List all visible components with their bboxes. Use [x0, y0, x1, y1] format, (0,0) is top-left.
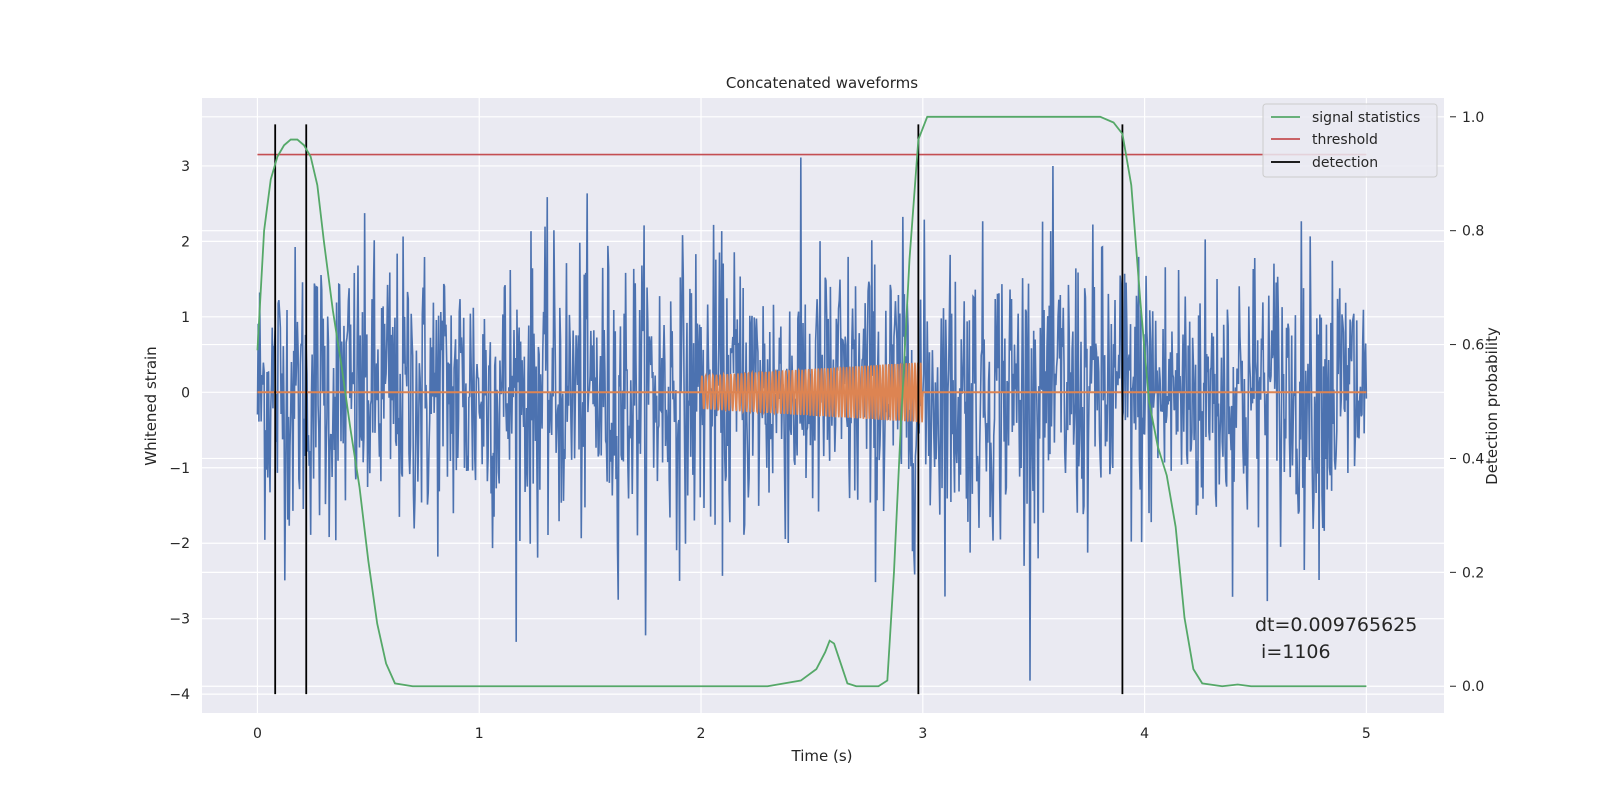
legend: signal statistics threshold detection: [1262, 103, 1438, 178]
legend-label-threshold: threshold: [1312, 132, 1378, 148]
legend-label-signal-statistics: signal statistics: [1312, 110, 1420, 126]
x-tick-label: 3: [918, 726, 927, 742]
x-tick-label: 2: [697, 726, 706, 742]
y2-tick-label: 0.0: [1462, 679, 1484, 695]
left-axis-ticks: −4 −3 −2 −1 0 1 2 3: [169, 159, 190, 703]
detection-lines: [274, 124, 1124, 695]
signal-statistics-line: [256, 115, 1367, 688]
y-axis-label: Whitened strain: [142, 346, 160, 465]
legend-box: [1262, 103, 1438, 178]
y-tick-label: 1: [181, 310, 190, 326]
y2-axis-label: Detection probability: [1483, 327, 1501, 485]
y-tick-label: 3: [181, 159, 190, 175]
y2-tick-label: 0.4: [1462, 451, 1484, 467]
x-axis-ticks: 0 1 2 3 4 5: [253, 726, 1371, 742]
template-series-line: [700, 362, 924, 425]
x-tick-label: 0: [253, 726, 262, 742]
annotation-index: i=1106: [1255, 641, 1331, 663]
y2-tick-label: 1.0: [1462, 110, 1484, 126]
y-tick-label: −3: [169, 612, 190, 628]
y-tick-label: −1: [169, 461, 190, 477]
y2-tick-label: 0.2: [1462, 565, 1484, 581]
chart-title: Concatenated waveforms: [726, 74, 918, 92]
x-axis-label: Time (s): [791, 747, 853, 765]
y2-tick-label: 0.8: [1462, 224, 1484, 240]
y-tick-label: −4: [169, 687, 190, 703]
x-tick-label: 4: [1140, 726, 1149, 742]
annotation-dt: dt=0.009765625: [1255, 614, 1417, 636]
y-tick-label: 2: [181, 234, 190, 250]
y-tick-label: 0: [181, 385, 190, 401]
y2-tick-label: 0.6: [1462, 338, 1484, 354]
y-tick-label: −2: [169, 536, 190, 552]
legend-label-detection: detection: [1312, 155, 1378, 171]
right-axis-ticks: 0.0 0.2 0.4 0.6 0.8 1.0: [1450, 110, 1484, 695]
x-tick-label: 5: [1362, 726, 1371, 742]
x-tick-label: 1: [475, 726, 484, 742]
